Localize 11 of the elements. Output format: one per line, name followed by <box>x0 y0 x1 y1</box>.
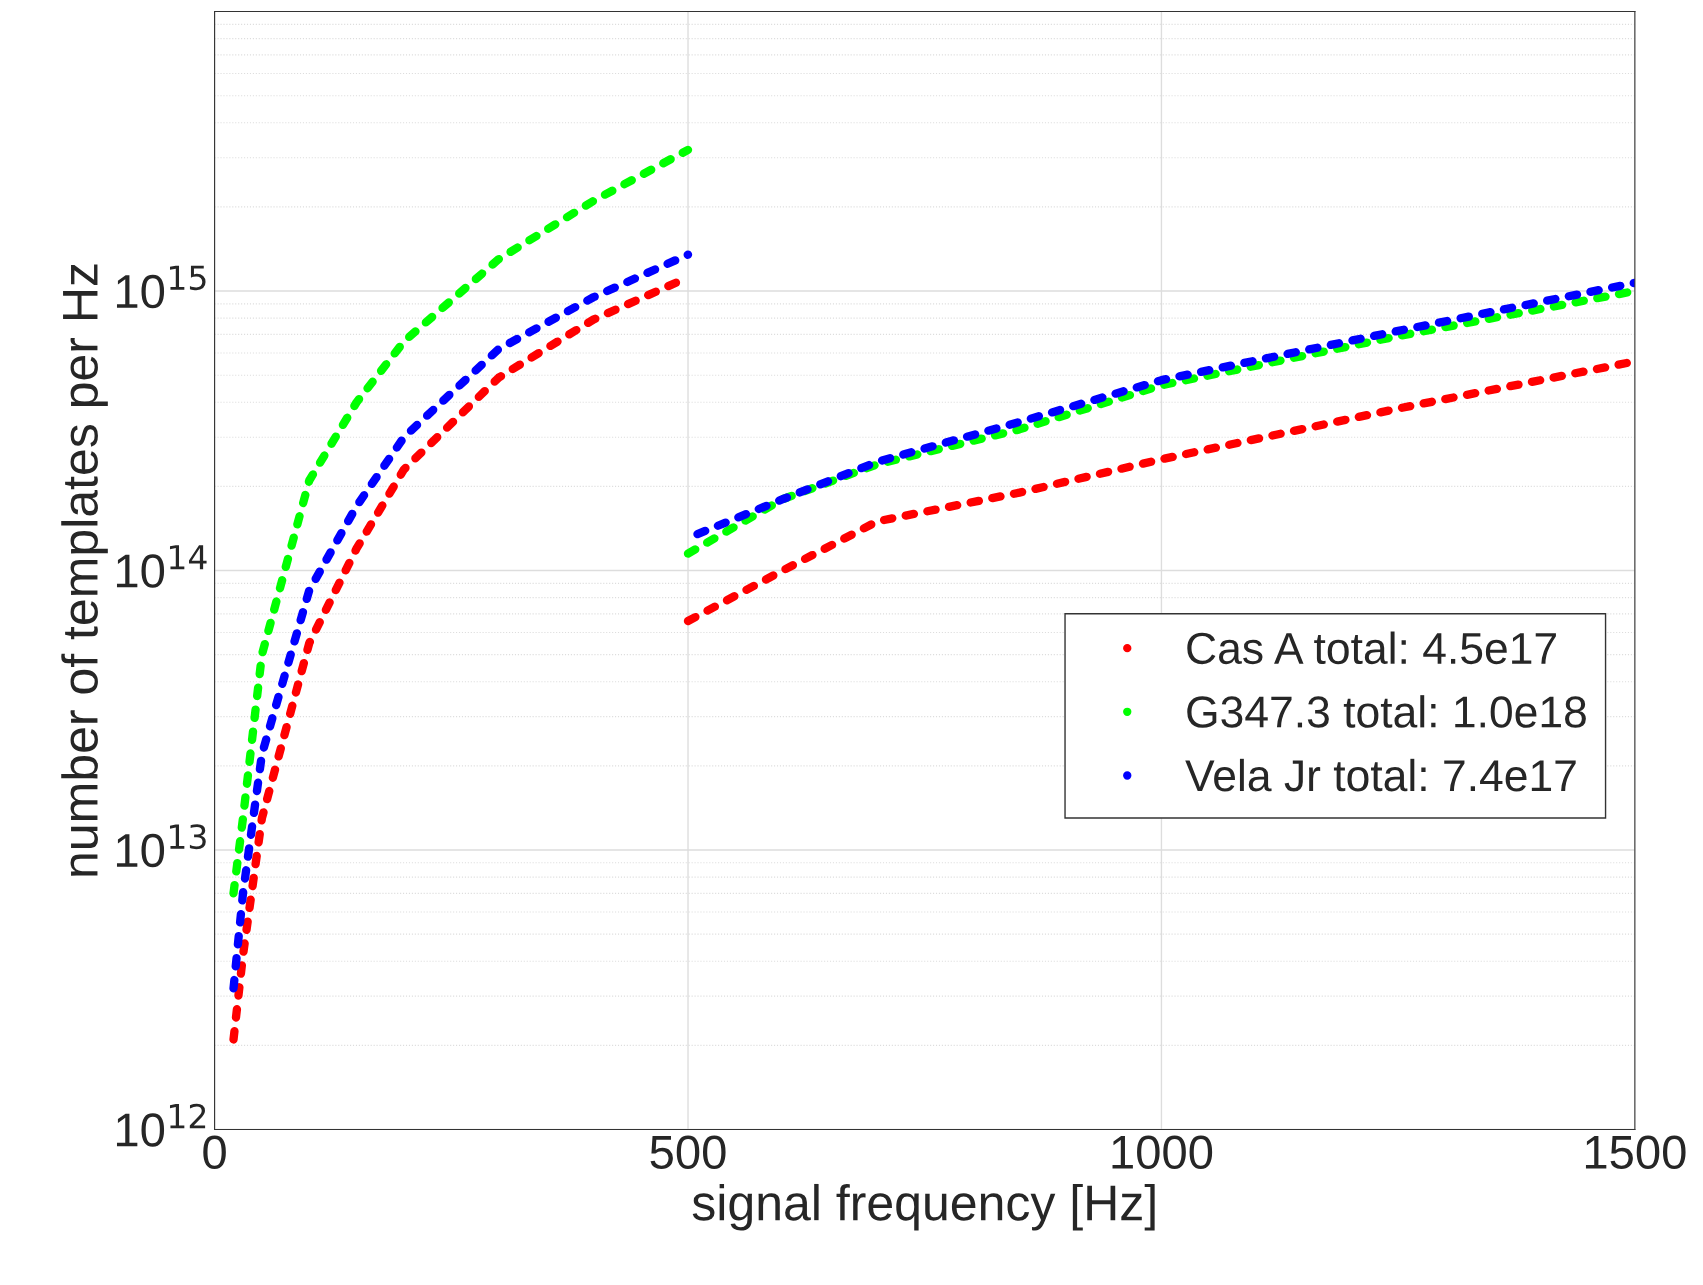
y-axis-title: number of templates per Hz <box>61 264 108 876</box>
y-tick-label: 10$^{15}$ <box>116 265 206 309</box>
x-axis-title: signal frequency [Hz] <box>692 1183 1155 1231</box>
y-tick-label: 10$^{13}$ <box>116 824 206 868</box>
legend-label: G347.3 total: 1.0e18 <box>1187 695 1586 728</box>
y-tick-label: 10$^{14}$ <box>116 545 207 588</box>
legend-label: Vela Jr total: 7.4e17 <box>1185 758 1576 792</box>
x-tick-label: 500 <box>650 1135 726 1170</box>
x-tick-label: 1000 <box>1112 1135 1213 1170</box>
x-tick-label: 1500 <box>1585 1135 1686 1170</box>
legend-label: Cas A total: 4.5e17 <box>1187 631 1556 665</box>
